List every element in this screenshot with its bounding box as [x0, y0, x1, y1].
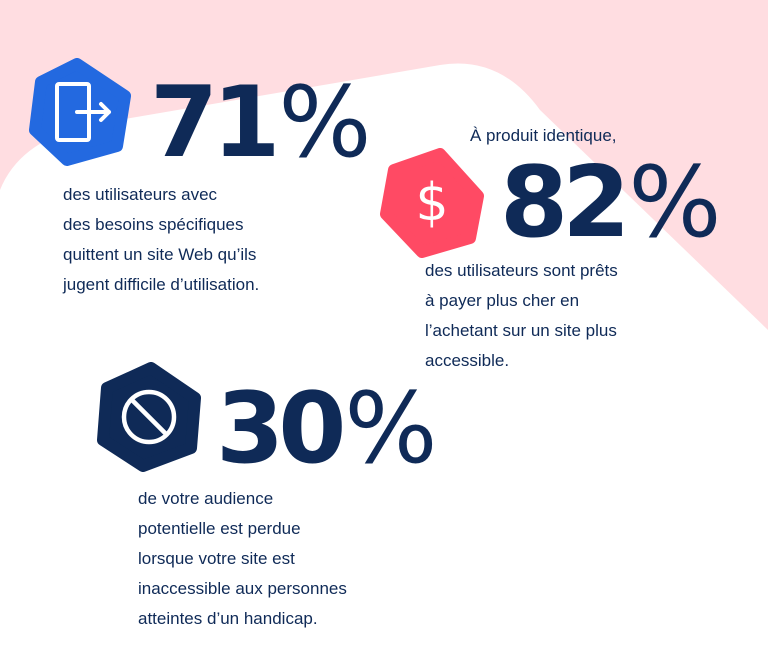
prohibited-icon: [97, 362, 201, 472]
stat-71-value: 71%: [150, 66, 372, 180]
stat-82-description: des utilisateurs sont prêts à payer plus…: [425, 261, 618, 370]
percent-sign: %: [278, 66, 372, 180]
exit-door-arrow-icon: [29, 58, 131, 166]
stat-71-description: des utilisateurs avec des besoins spécif…: [63, 185, 260, 294]
stat-82-value: 82%: [500, 146, 722, 260]
stat-30-value: 30%: [216, 372, 438, 486]
svg-text:$: $: [415, 173, 448, 233]
percent-sign: %: [344, 372, 438, 486]
percent-sign: %: [628, 146, 722, 260]
stat-82-lead: À produit identique,: [470, 126, 617, 145]
stat-30-description: de votre audience potentielle est perdue…: [138, 489, 347, 628]
dollar-icon: $: [380, 148, 484, 258]
